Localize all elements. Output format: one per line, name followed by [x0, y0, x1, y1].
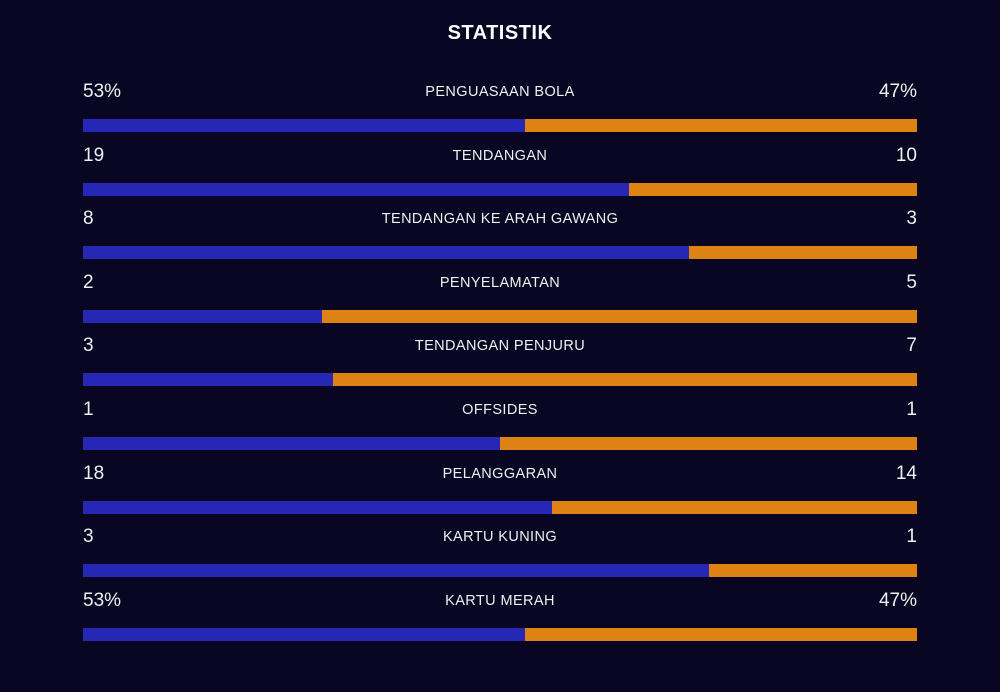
comparison-bar — [83, 627, 917, 641]
home-bar-segment — [83, 246, 690, 260]
comparison-bar — [83, 246, 917, 260]
away-bar-segment — [525, 627, 917, 641]
stat-row-yellow-cards: 3 KARTU KUNING 1 — [83, 525, 917, 589]
home-value: 19 — [83, 144, 105, 166]
home-value: 3 — [83, 335, 94, 357]
comparison-bar — [83, 500, 917, 514]
away-value: 5 — [906, 271, 917, 293]
home-bar-segment — [83, 436, 500, 450]
comparison-bar — [83, 309, 917, 323]
home-bar-segment — [83, 564, 709, 578]
away-bar-segment — [321, 309, 917, 323]
stat-label: TENDANGAN PENJURU — [414, 338, 586, 355]
away-value: 1 — [906, 398, 917, 420]
page-title: STATISTIK — [447, 22, 553, 44]
away-value: 7 — [906, 335, 917, 357]
comparison-bar — [83, 119, 917, 132]
home-bar-segment — [83, 119, 526, 132]
away-value: 47% — [878, 81, 917, 102]
stat-label: TENDANGAN — [452, 147, 548, 164]
away-bar-segment — [629, 182, 917, 196]
home-value: 3 — [83, 526, 94, 548]
comparison-bar — [83, 564, 917, 578]
home-value: 1 — [83, 398, 94, 420]
stat-row-offsides: 1 OFFSIDES 1 — [83, 398, 917, 462]
home-bar-segment — [83, 627, 526, 641]
comparison-bar — [83, 436, 917, 450]
home-bar-segment — [83, 309, 322, 323]
away-value: 10 — [895, 144, 917, 166]
home-bar-segment — [83, 500, 553, 514]
away-value: 14 — [895, 462, 917, 484]
stat-label: PELANGGARAN — [442, 465, 558, 482]
stat-row-saves: 2 PENYELAMATAN 5 — [83, 271, 917, 335]
away-bar-segment — [500, 436, 917, 450]
stat-label: TENDANGAN KE ARAH GAWANG — [381, 211, 619, 228]
away-bar-segment — [525, 119, 917, 132]
stat-label: PENYELAMATAN — [439, 274, 561, 291]
home-value: 8 — [83, 208, 94, 230]
away-value: 1 — [906, 526, 917, 548]
home-value: 2 — [83, 271, 94, 293]
away-bar-segment — [708, 564, 917, 578]
stats-list: 53% PENGUASAAN BOLA 47% 19 TENDANGAN 10 … — [83, 80, 917, 652]
stat-row-fouls: 18 PELANGGARAN 14 — [83, 462, 917, 526]
away-bar-segment — [552, 500, 917, 514]
stat-row-red-cards: 53% KARTU MERAH 47% — [83, 589, 917, 653]
home-bar-segment — [83, 182, 630, 196]
stat-row-corners: 3 TENDANGAN PENJURU 7 — [83, 334, 917, 398]
stat-label: KARTU KUNING — [442, 529, 558, 546]
stat-row-shots-on-target: 8 TENDANGAN KE ARAH GAWANG 3 — [83, 207, 917, 271]
home-value: 53% — [83, 589, 122, 611]
home-value: 18 — [83, 462, 105, 484]
stat-row-ball-possession: 53% PENGUASAAN BOLA 47% — [83, 80, 917, 144]
away-value: 3 — [906, 208, 917, 230]
away-bar-segment — [333, 373, 917, 387]
stat-label: PENGUASAAN BOLA — [425, 84, 575, 100]
comparison-bar — [83, 182, 917, 196]
away-bar-segment — [689, 246, 917, 260]
home-value: 53% — [83, 81, 122, 102]
stat-label: OFFSIDES — [462, 401, 538, 418]
away-value: 47% — [878, 589, 917, 611]
stat-label: KARTU MERAH — [445, 592, 555, 609]
stat-row-shots: 19 TENDANGAN 10 — [83, 144, 917, 208]
home-bar-segment — [83, 373, 334, 387]
comparison-bar — [83, 373, 917, 387]
